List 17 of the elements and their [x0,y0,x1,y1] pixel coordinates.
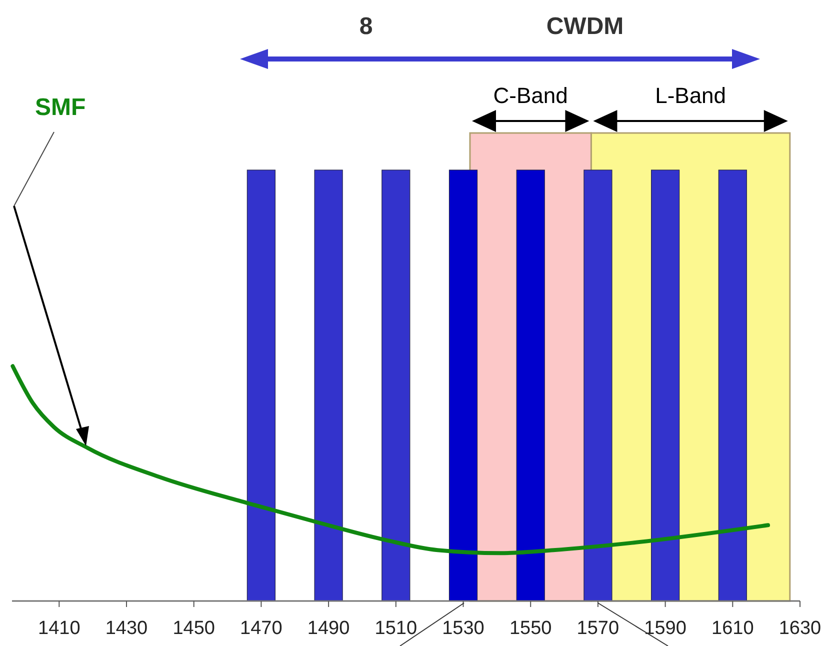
band-label: L-Band [655,83,726,108]
x-tick-label: 1550 [509,618,552,639]
x-tick-label: 1410 [38,618,80,639]
x-tick-label: 1610 [712,618,754,639]
x-tick-label: 1630 [778,618,822,639]
x-tick-label: 1470 [240,618,282,639]
band-label: C-Band [493,83,568,108]
x-tick-label: 1530 [442,618,484,639]
x-tick-label: 1450 [172,618,215,639]
text: CWDM [546,13,624,40]
text: 8 [359,13,373,40]
x-tick-label: 1590 [644,618,686,639]
x-tick-label: 1570 [576,618,620,639]
x-tick-label: 1510 [374,618,418,639]
text: SMF [35,94,86,121]
x-tick-label: 1490 [307,618,350,639]
x-tick-label: 1430 [105,618,148,639]
